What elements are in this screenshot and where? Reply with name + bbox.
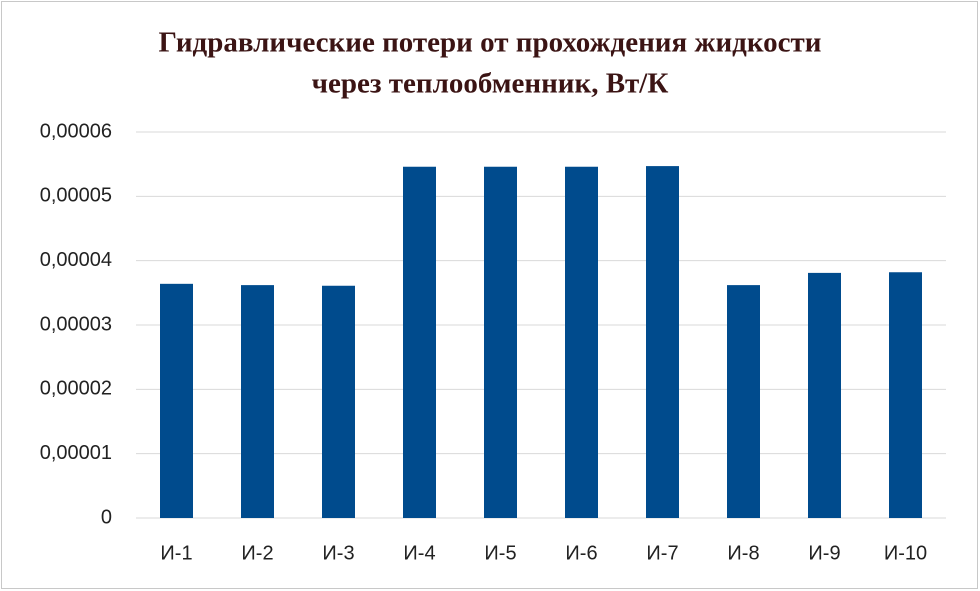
- bar: [646, 166, 679, 518]
- x-tick-label: И-3: [322, 542, 354, 564]
- x-tick-label: И-2: [241, 542, 273, 564]
- y-tick-label: 0,00003: [40, 313, 112, 335]
- x-tick-label: И-4: [403, 542, 435, 564]
- y-tick-label: 0,00001: [40, 442, 112, 464]
- bar: [484, 166, 517, 519]
- x-tick-label: И-10: [884, 542, 927, 564]
- chart-title: Гидравлические потери от прохождения жид…: [158, 27, 821, 59]
- bar: [727, 285, 760, 518]
- y-tick-label: 0,00005: [40, 185, 112, 207]
- y-tick-label: 0,00006: [40, 120, 112, 142]
- x-tick-label: И-7: [646, 542, 678, 564]
- bar: [808, 272, 841, 518]
- x-tick-label: И-5: [484, 542, 516, 564]
- x-tick-label: И-1: [160, 542, 192, 564]
- y-tick-label: 0,00002: [40, 378, 112, 400]
- x-tick-label: И-9: [808, 542, 840, 564]
- bar: [565, 166, 598, 519]
- bar: [889, 272, 922, 518]
- y-tick-label: 0,00004: [40, 249, 112, 271]
- bar: [403, 166, 436, 519]
- y-tick-label: 0: [101, 506, 112, 528]
- x-tick-label: И-6: [565, 542, 597, 564]
- bar: [241, 285, 274, 518]
- bar: [322, 285, 355, 518]
- x-tick-label: И-8: [727, 542, 759, 564]
- chart-title: через теплообменник, Вт/К: [312, 68, 669, 100]
- bar: [160, 283, 193, 518]
